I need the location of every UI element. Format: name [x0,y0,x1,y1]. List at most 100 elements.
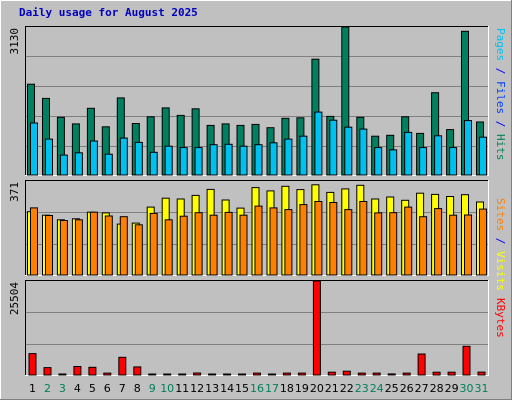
bar-kbytes-day-30 [462,345,471,376]
legend-entry: / [494,61,507,81]
bar-files-day-5 [89,140,98,176]
x-tick-label: 4 [74,382,81,395]
bar-sites-day-22 [344,209,353,276]
bar-kbytes-day-22 [342,370,351,376]
x-tick-label: 14 [220,382,234,395]
bar-kbytes-day-19 [297,372,306,376]
bar-kbytes-day-4 [73,366,82,376]
x-tick-label: 29 [445,382,459,395]
bar-files-day-4 [74,152,83,176]
x-tick-label: 3 [59,382,66,395]
bar-sites-day-20 [314,201,323,276]
x-tick-label: 2 [44,382,51,395]
x-tick-label: 12 [190,382,204,395]
bar-kbytes-day-20 [312,280,321,376]
bar-files-day-9 [149,151,158,176]
bar-sites-day-6 [104,215,113,276]
bar-files-day-10 [164,145,173,176]
bar-kbytes-day-6 [103,372,112,376]
bar-kbytes-day-24 [372,372,381,376]
bar-sites-day-21 [329,202,338,276]
bar-sites-day-7 [119,216,128,276]
legend-entry: / [494,114,507,134]
bar-sites-day-4 [74,219,83,276]
y-max-label: 25504 [8,282,21,315]
series-legend: Pages / Files / Hits [494,28,507,161]
x-axis-ticks: 1 2 3 4 5 6 7 8 9 10 11 12 13 14 15 16 17 18 19 20 21 22 23 24 2… [29,382,489,395]
bar-kbytes-day-31 [477,371,486,376]
bar-files-day-13 [209,144,218,176]
bar-kbytes-day-8 [133,366,142,376]
x-tick-label: 8 [134,382,141,395]
bar-files-day-7 [119,137,128,176]
x-tick-label: 23 [355,382,369,395]
bar-kbytes-day-7 [118,356,127,376]
legend-entry: / [494,231,507,251]
plot-area [25,280,489,376]
bar-kbytes-day-18 [282,372,291,376]
bar-sites-day-16 [254,205,263,276]
bar-sites-day-28 [434,208,443,276]
x-tick-label: 18 [280,382,294,395]
x-tick-label: 27 [415,382,429,395]
bar-files-day-16 [254,144,263,176]
bar-sites-day-3 [59,220,68,276]
bar-sites-day-23 [359,201,368,276]
bar-sites-day-29 [449,214,458,276]
bar-kbytes-day-28 [432,371,441,376]
bar-files-day-22 [344,126,353,176]
bar-files-day-14 [224,143,233,176]
bar-sites-day-5 [89,211,98,276]
chart-panels: 3130 Pages / Files / Hits 371 Sites / Visit… [8,26,507,376]
x-tick-label: 7 [119,382,126,395]
bar-kbytes-day-13 [208,373,217,376]
bar-sites-day-14 [224,211,233,276]
bar-kbytes-day-10 [163,373,172,376]
bar-sites-day-26 [404,206,413,276]
bar-files-day-8 [134,141,143,176]
bar-files-day-26 [404,131,413,176]
x-tick-label: 17 [265,382,279,395]
x-tick-label: 22 [340,382,354,395]
x-tick-label: 6 [104,382,111,395]
x-tick-label: 9 [149,382,156,395]
bar-sites-day-9 [149,212,158,276]
bar-files-day-12 [194,147,203,176]
x-tick-label: 25 [385,382,399,395]
bar-kbytes-day-1 [28,353,37,376]
legend-entry: Files [494,81,507,114]
bar-kbytes-day-5 [88,366,97,376]
bar-files-day-20 [314,111,323,176]
bar-sites-day-12 [194,212,203,276]
y-max-label: 3130 [8,28,21,55]
bar-kbytes-day-15 [238,373,246,376]
x-tick-label: 26 [400,382,414,395]
bar-sites-day-24 [374,212,383,276]
bar-files-day-29 [449,147,458,176]
bar-files-day-18 [284,138,293,176]
bar-files-day-30 [464,120,472,176]
bar-sites-day-8 [134,224,143,276]
bar-sites-day-17 [269,207,278,276]
x-tick-label: 30 [460,382,474,395]
bar-kbytes-day-29 [447,371,456,376]
bar-files-day-31 [479,136,487,176]
bar-sites-day-27 [419,216,428,276]
x-tick-label: 10 [160,382,174,395]
bar-kbytes-day-26 [402,372,411,376]
bar-sites-day-25 [389,212,398,276]
bar-sites-day-19 [299,204,308,276]
bar-files-day-24 [374,147,383,176]
chart-title: Daily usage for August 2025 [19,6,198,19]
x-tick-label: 16 [250,382,264,395]
x-tick-label: 28 [430,382,444,395]
series-legend: Sites / Visits [494,198,507,291]
bar-kbytes-day-16 [253,372,261,376]
bar-kbytes-day-27 [417,353,426,376]
bar-files-day-21 [329,119,338,176]
legend-entry: Hits [494,134,507,161]
bar-files-day-23 [359,128,368,176]
x-tick-label: 24 [370,382,384,395]
x-tick-label: 13 [205,382,219,395]
